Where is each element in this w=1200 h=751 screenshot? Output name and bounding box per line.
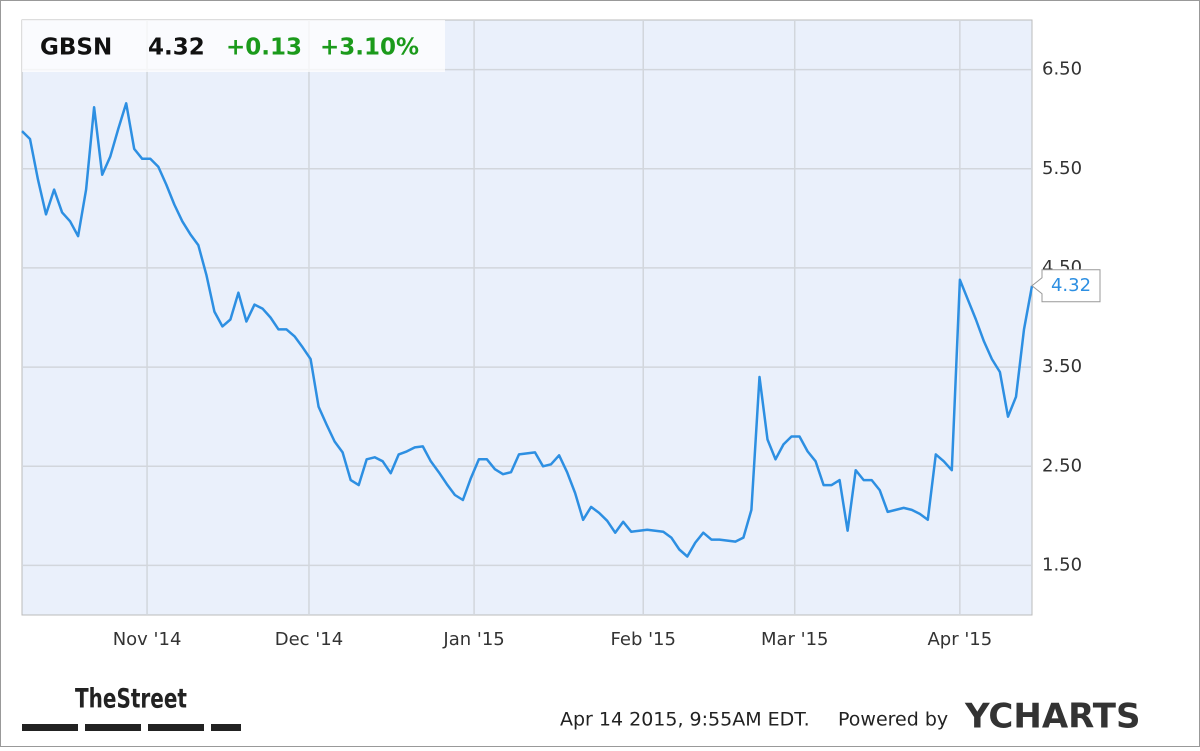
last-value-label: 4.32 xyxy=(1051,275,1091,296)
x-tick-label: Jan '15 xyxy=(442,629,504,650)
y-tick-label: 1.50 xyxy=(1042,554,1082,575)
brand-logo: TheStreet xyxy=(75,684,187,715)
logo-bar xyxy=(148,724,204,731)
y-tick-label: 6.50 xyxy=(1042,59,1082,80)
symbol: GBSN xyxy=(40,35,112,61)
y-tick-label: 5.50 xyxy=(1042,158,1082,179)
y-tick-label: 2.50 xyxy=(1042,455,1082,476)
last-value-callout xyxy=(1031,269,1101,303)
grid xyxy=(22,20,1032,615)
logo-bar xyxy=(22,724,78,731)
timestamp: Apr 14 2015, 9:55AM EDT. xyxy=(560,709,810,731)
x-tick-label: Nov '14 xyxy=(113,629,182,650)
price: 4.32 xyxy=(148,35,205,61)
provider-logo: YCHARTS xyxy=(964,697,1140,737)
x-tick-label: Feb '15 xyxy=(611,629,676,650)
y-tick-label: 3.50 xyxy=(1042,356,1082,377)
logo-bar xyxy=(211,724,241,731)
price-line xyxy=(21,102,1034,558)
x-tick-label: Dec '14 xyxy=(275,629,343,650)
change-percent: +3.10% xyxy=(320,35,419,61)
x-tick-label: Mar '15 xyxy=(761,629,829,650)
series xyxy=(21,102,1034,558)
plot-area xyxy=(21,19,1033,616)
x-tick-label: Apr '15 xyxy=(927,629,992,650)
logo-bar xyxy=(85,724,141,731)
change: +0.13 xyxy=(226,35,302,61)
header-box xyxy=(22,20,445,72)
powered-by: Powered by xyxy=(838,709,948,731)
